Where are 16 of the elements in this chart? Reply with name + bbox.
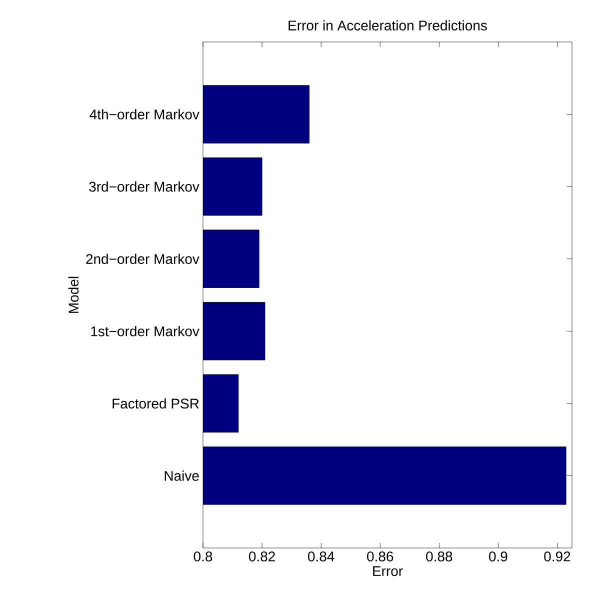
x-tick-label: 0.82 — [248, 552, 275, 562]
chart-title: Error in Acceleration Predictions — [288, 20, 487, 30]
y-axis-title: Model — [68, 276, 79, 313]
y-tick-label: Naive — [164, 470, 199, 481]
x-tick-label: 0.92 — [544, 552, 570, 562]
x-tick-label: 0.8 — [194, 552, 212, 562]
y-tick-label: 1st−order Markov — [91, 326, 200, 336]
y-tick-label: Factored PSR — [112, 398, 199, 409]
x-tick-label: 0.88 — [426, 552, 452, 562]
y-tick-label: 3rd−order Markov — [89, 181, 200, 192]
x-tick-label: 0.84 — [308, 552, 334, 562]
y-tick-label: 4th−order Markov — [90, 109, 200, 120]
x-tick-label: 0.86 — [367, 552, 394, 562]
x-tick-label: 0.9 — [489, 552, 508, 562]
y-tick-label: 2nd−order Markov — [86, 254, 200, 264]
x-axis-title: Error — [373, 566, 403, 576]
